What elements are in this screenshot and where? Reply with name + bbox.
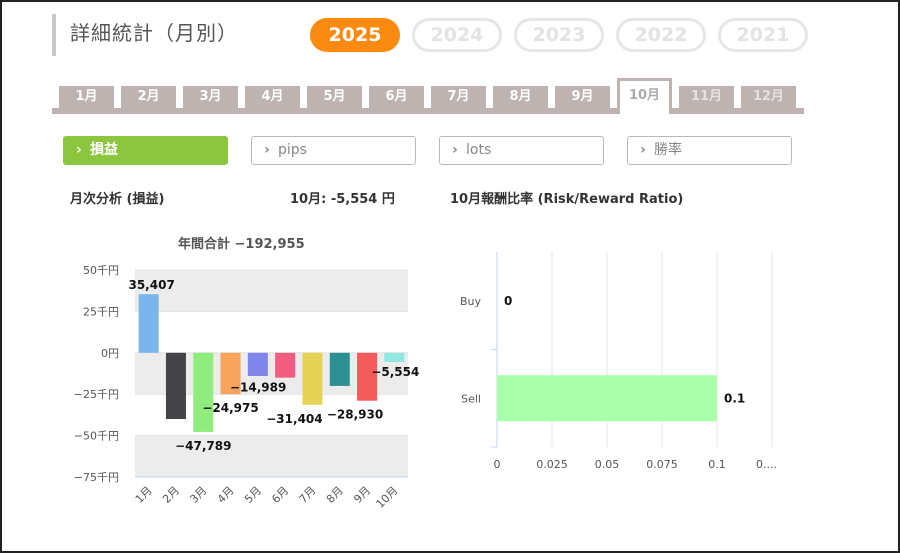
annual-total: 年間合計 −192,955 xyxy=(178,237,305,252)
y-tick-label: 25千円 xyxy=(83,305,119,318)
bar xyxy=(275,352,296,378)
x-tick-label: 0.1 xyxy=(708,458,726,471)
tab-month-12[interactable]: 12月 xyxy=(741,86,796,114)
year-2023-button[interactable]: 2023 xyxy=(514,18,604,52)
tab-month-10[interactable]: 10月 xyxy=(617,78,672,114)
bar xyxy=(247,352,268,376)
chevron-right-icon: › xyxy=(76,142,82,158)
bar-data-label: −24,975 xyxy=(202,401,258,415)
chevron-right-icon: › xyxy=(264,142,270,158)
year-selector: 2025 2024 2023 2022 2021 xyxy=(310,18,808,52)
year-2022-button[interactable]: 2022 xyxy=(616,18,706,52)
x-tick-label: 0 xyxy=(494,458,501,471)
metric-winrate-button[interactable]: › 勝率 xyxy=(627,136,792,165)
y-tick-label: −50千円 xyxy=(74,430,119,443)
metric-lots-button[interactable]: › lots xyxy=(439,136,604,165)
tab-month-5[interactable]: 5月 xyxy=(307,86,362,114)
bar-data-label: 0 xyxy=(504,294,512,308)
chevron-right-icon: › xyxy=(640,142,646,158)
bar xyxy=(384,352,405,362)
x-tick-label: 0.... xyxy=(756,458,777,471)
x-tick-label: 0.075 xyxy=(646,458,678,471)
monthly-analysis-title: 月次分析 (損益) xyxy=(70,192,165,207)
metric-label: pips xyxy=(278,142,307,158)
y-tick-label: −75千円 xyxy=(74,471,119,484)
bar-data-label: 35,407 xyxy=(128,278,174,292)
tab-month-8[interactable]: 8月 xyxy=(493,86,548,114)
x-tick-label: 0.025 xyxy=(536,458,568,471)
tab-month-6[interactable]: 6月 xyxy=(369,86,424,114)
y-tick-label: Sell xyxy=(461,392,481,405)
bar-data-label: 0.1 xyxy=(724,391,745,405)
metric-profit-button[interactable]: › 損益 xyxy=(63,136,228,165)
tab-month-4[interactable]: 4月 xyxy=(245,86,300,114)
bar xyxy=(357,352,378,401)
x-tick-label: 0.05 xyxy=(595,458,620,471)
grid-band xyxy=(135,435,408,477)
y-tick-label: 0円 xyxy=(101,347,119,360)
year-2025-button[interactable]: 2025 xyxy=(310,18,400,52)
metric-pips-button[interactable]: › pips xyxy=(251,136,416,165)
y-tick-label: Buy xyxy=(460,295,482,308)
year-2024-button[interactable]: 2024 xyxy=(412,18,502,52)
bar xyxy=(193,352,214,432)
bar xyxy=(165,352,186,420)
tab-month-9[interactable]: 9月 xyxy=(555,86,610,114)
metric-label: lots xyxy=(466,142,492,158)
tab-month-7[interactable]: 7月 xyxy=(431,86,486,114)
bar-data-label: −5,554 xyxy=(371,365,419,379)
bar-data-label: −14,989 xyxy=(230,381,286,395)
rr-title: 10月報酬比率 (Risk/Reward Ratio) xyxy=(450,192,684,207)
tab-month-3[interactable]: 3月 xyxy=(183,86,238,114)
bar xyxy=(138,294,159,353)
bar-data-label: −31,404 xyxy=(266,412,322,426)
metric-label: 勝率 xyxy=(654,142,682,158)
bar xyxy=(329,352,350,386)
bar-data-label: −47,789 xyxy=(175,439,231,453)
grid-band xyxy=(135,270,408,312)
bar xyxy=(302,352,323,405)
metric-label: 損益 xyxy=(90,142,118,158)
year-2021-button[interactable]: 2021 xyxy=(718,18,808,52)
bar-data-label: −28,930 xyxy=(327,408,383,422)
month-summary: 10月: -5,554 円 xyxy=(290,192,395,207)
chevron-right-icon: › xyxy=(452,142,458,158)
month-tabs: 1月 2月 3月 4月 5月 6月 7月 8月 9月 10月 11月 12月 xyxy=(52,78,804,114)
tab-month-1[interactable]: 1月 xyxy=(59,86,114,114)
month-tabs-baseline xyxy=(52,108,804,114)
y-tick-label: −25千円 xyxy=(74,388,119,401)
y-tick-label: 50千円 xyxy=(83,264,119,277)
tab-month-11[interactable]: 11月 xyxy=(679,86,734,114)
bar xyxy=(497,375,717,422)
page-title: 詳細統計（月別） xyxy=(52,14,238,56)
tab-month-2[interactable]: 2月 xyxy=(121,86,176,114)
bar xyxy=(220,352,241,395)
